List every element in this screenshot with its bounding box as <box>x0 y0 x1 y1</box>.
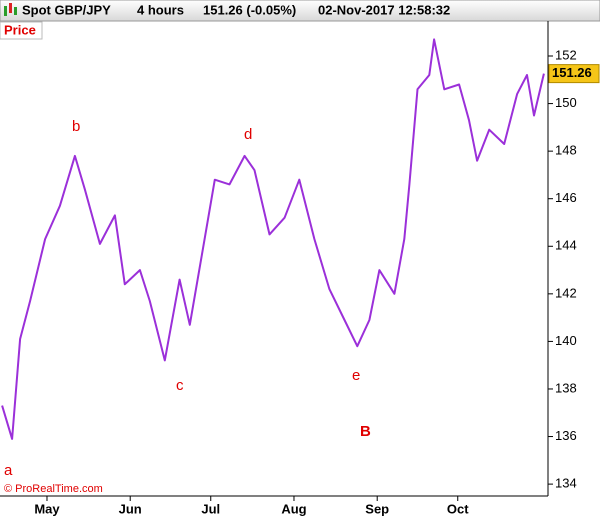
y-tick-label: 148 <box>555 143 577 158</box>
y-tick-label: 138 <box>555 380 577 395</box>
x-tick-label: Jul <box>201 501 220 516</box>
last-price-box <box>548 64 600 84</box>
panel-label: Price <box>4 22 36 37</box>
annotation: B <box>360 423 371 440</box>
y-tick-label: 142 <box>555 285 577 300</box>
credit: © ProRealTime.com <box>4 483 103 495</box>
annotation: a <box>4 462 13 479</box>
y-tick-label: 146 <box>555 190 577 205</box>
chart-icon <box>4 3 17 16</box>
annotation: d <box>244 126 252 143</box>
y-tick-label: 134 <box>555 476 577 491</box>
x-tick-label: Aug <box>281 501 306 516</box>
x-tick-label: Jun <box>119 501 142 516</box>
y-tick-label: 150 <box>555 95 577 110</box>
header-bar <box>0 0 600 22</box>
x-tick-label: May <box>34 501 60 516</box>
y-tick-label: 140 <box>555 333 577 348</box>
x-tick-label: Oct <box>447 501 469 516</box>
timestamp: 02-Nov-2017 12:58:32 <box>318 2 450 17</box>
annotation: e <box>352 367 360 384</box>
y-tick-label: 136 <box>555 428 577 443</box>
last-price-label: 151.26 <box>552 65 592 80</box>
timeframe: 4 hours <box>137 2 184 17</box>
x-tick-label: Sep <box>365 501 389 516</box>
panel-label-box <box>0 21 43 40</box>
price-line <box>1 38 545 440</box>
price-change: 151.26 (-0.05%) <box>203 2 296 17</box>
annotation: c <box>176 377 184 394</box>
annotation: b <box>72 118 80 135</box>
instrument: Spot GBP/JPY <box>22 2 111 17</box>
y-tick-label: 144 <box>555 238 577 253</box>
y-tick-label: 152 <box>555 47 577 62</box>
